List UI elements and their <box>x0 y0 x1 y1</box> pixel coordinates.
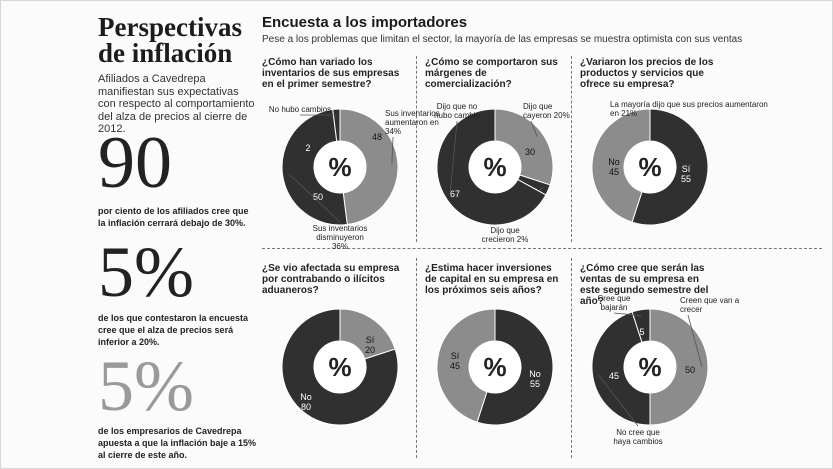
left-column: Perspectivas de inflación Afiliados a Ca… <box>98 14 258 136</box>
chart-6-label-1: Creen que van a crecer <box>680 296 740 314</box>
chart-3-hole <box>624 141 676 193</box>
chart-6-value-1: 50 <box>685 365 695 375</box>
row-divider <box>262 248 822 249</box>
chart-6-title: ¿Cómo cree que serán las ventas de su em… <box>580 263 709 307</box>
chart-3-value-2: No 45 <box>608 157 620 177</box>
stat-3-value: 5% <box>98 346 194 426</box>
title-line-1: Perspectivas <box>98 12 242 42</box>
column-divider-4 <box>571 258 572 458</box>
chart-6-donut: 50 Creen que van a crecer 45 No cree que haya… <box>591 294 740 446</box>
column-divider-1 <box>416 56 417 242</box>
chart-1-panel: ¿Cómo han variado los inventarios de sus… <box>262 57 412 90</box>
chart-2-leader-1 <box>530 120 538 137</box>
chart-2-leader-3 <box>449 120 458 194</box>
chart-2-label-2: Dijo que crecieron 2% <box>482 226 529 244</box>
stat-3-text: de los empresarios de Cavedrepa apuesta … <box>98 426 257 460</box>
chart-6-leader-2 <box>598 374 639 427</box>
chart-2-hole <box>469 141 521 193</box>
survey-subtitle: Pese a los problemas que limitan el sect… <box>262 34 743 45</box>
chart-6-label-2: No cree que haya cambios <box>613 428 662 446</box>
chart-5-panel: ¿Estima hacer inversiones de capital en … <box>425 263 565 296</box>
chart-1-leader-2 <box>288 173 341 223</box>
page-title: Perspectivas de inflación <box>98 12 258 68</box>
chart-2-title: ¿Cómo se comportaron sus márgenes de com… <box>425 57 558 90</box>
chart-3-value-1: Sí 55 <box>681 164 691 184</box>
chart-6-value-2: 45 <box>609 371 619 381</box>
chart-2-value-3: 67 <box>450 189 460 199</box>
chart-1-value-1: 48 <box>372 132 382 142</box>
chart-1-value-3: 2 <box>305 143 310 153</box>
chart-4-donut: Sí 20 No 80% <box>281 308 399 426</box>
stat-1-value: 90 <box>98 122 172 204</box>
chart-1-label-1: Sus inventarios aumentaron en 34% <box>385 109 440 136</box>
chart-3-panel: ¿Variaron los precios de los productos y… <box>580 57 720 90</box>
stat-2-text: de los que contestaron la encuesta cree … <box>98 313 249 347</box>
chart-4-hole <box>314 341 366 393</box>
chart-5-value-2: Sí 45 <box>450 351 460 371</box>
chart-6-leader-1 <box>687 314 703 368</box>
chart-2-value-1: 30 <box>525 147 535 157</box>
chart-1-center-label: % <box>328 152 351 182</box>
chart-6-value-3: 5 <box>639 327 644 337</box>
chart-2-panel: ¿Cómo se comportaron sus márgenes de com… <box>425 57 565 90</box>
chart-1-label-2: Sus inventarios disminuyeron 36% <box>313 224 368 251</box>
chart-3-center-label: % <box>638 152 661 182</box>
chart-5-value-1: No 55 <box>529 369 541 389</box>
chart-2-label-1: Dijo que cayeron 20% <box>523 102 570 120</box>
chart-6-center-label: % <box>638 352 661 382</box>
survey-header: Encuesta a los importadores Pese a los p… <box>262 14 822 46</box>
chart-1-label-3: No hubo cambios <box>269 105 331 114</box>
chart-1-value-2: 50 <box>313 192 323 202</box>
title-line-2: de inflación <box>98 38 233 68</box>
chart-1-title: ¿Cómo han variado los inventarios de sus… <box>262 57 400 90</box>
chart-1-hole <box>314 141 366 193</box>
chart-1-leader-1 <box>391 136 394 164</box>
intro-text: Afiliados a Cavedrepa manifiestan sus ex… <box>98 73 255 135</box>
chart-5-donut: No 55 Sí 45% <box>436 308 554 426</box>
chart-4-panel: ¿Se vio afectada su empresa por contraba… <box>262 263 412 296</box>
chart-2-slice-1 <box>494 108 554 186</box>
chart-4-center-label: % <box>328 352 351 382</box>
chart-6-leader-3 <box>613 312 642 317</box>
chart-4-value-1: Sí 20 <box>365 335 375 355</box>
chart-6-hole <box>624 341 676 393</box>
column-divider-2 <box>571 56 572 242</box>
chart-3-donut: Sí 55 No 45 % La mayoría dijo que sus precios… <box>591 100 768 226</box>
survey-title: Encuesta a los importadores <box>262 14 468 31</box>
stat-2-value: 5% <box>98 232 194 312</box>
chart-3-title: ¿Variaron los precios de los productos y… <box>580 57 714 90</box>
chart-5-title: ¿Estima hacer inversiones de capital en … <box>425 263 559 296</box>
chart-6-panel: ¿Cómo cree que serán las ventas de su em… <box>580 263 720 307</box>
chart-4-title: ¿Se vio afectada su empresa por contraba… <box>262 263 400 296</box>
chart-2-center-label: % <box>483 152 506 182</box>
chart-6-label-3: Cree que bajarán <box>598 294 631 312</box>
chart-3-annotation: La mayoría dijo que sus precios aumentar… <box>610 100 768 118</box>
chart-5-center-label: % <box>483 352 506 382</box>
chart-2-label-3: Dijo que no hubo cambio <box>434 102 480 120</box>
column-divider-3 <box>416 258 417 458</box>
stat-1-text: por ciento de los afiliados cree que la … <box>98 206 249 228</box>
chart-4-value-2: No 80 <box>300 392 312 412</box>
chart-5-hole <box>469 341 521 393</box>
